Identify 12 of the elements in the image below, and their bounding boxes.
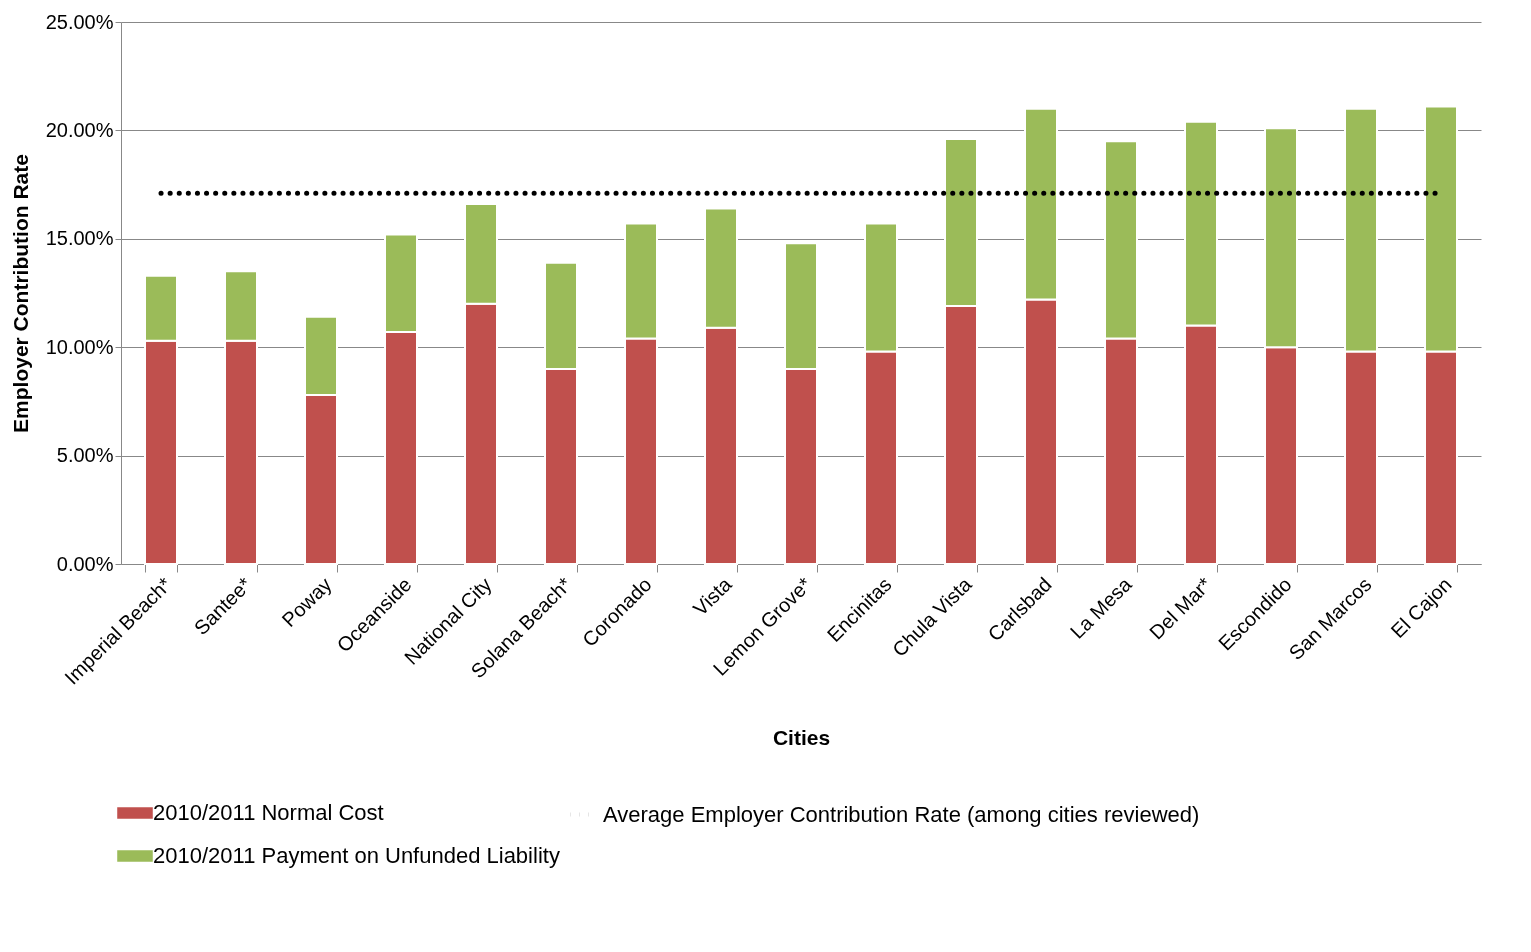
y-tick-label: 0.00%: [56, 552, 114, 575]
y-tick-label: 5.00%: [56, 444, 114, 467]
y-tick-label: 20.00%: [45, 118, 114, 141]
y-tick-label: 10.00%: [45, 335, 114, 358]
x-axis-title: Cities: [772, 726, 831, 750]
y-tick-label: 25.00%: [45, 10, 114, 33]
x-tick-label: Vista: [688, 572, 737, 620]
legend-label: Average Employer Contribution Rate (among cities reviewed): [603, 801, 1200, 827]
y-axis-title: Employer Contribution Rate: [8, 154, 32, 433]
legend-label: 2010/2011 Normal Cost: [153, 800, 384, 825]
legend-label: 2010/2011 Payment on Unfunded Liability: [153, 843, 560, 868]
y-tick-label: 15.00%: [45, 227, 114, 250]
